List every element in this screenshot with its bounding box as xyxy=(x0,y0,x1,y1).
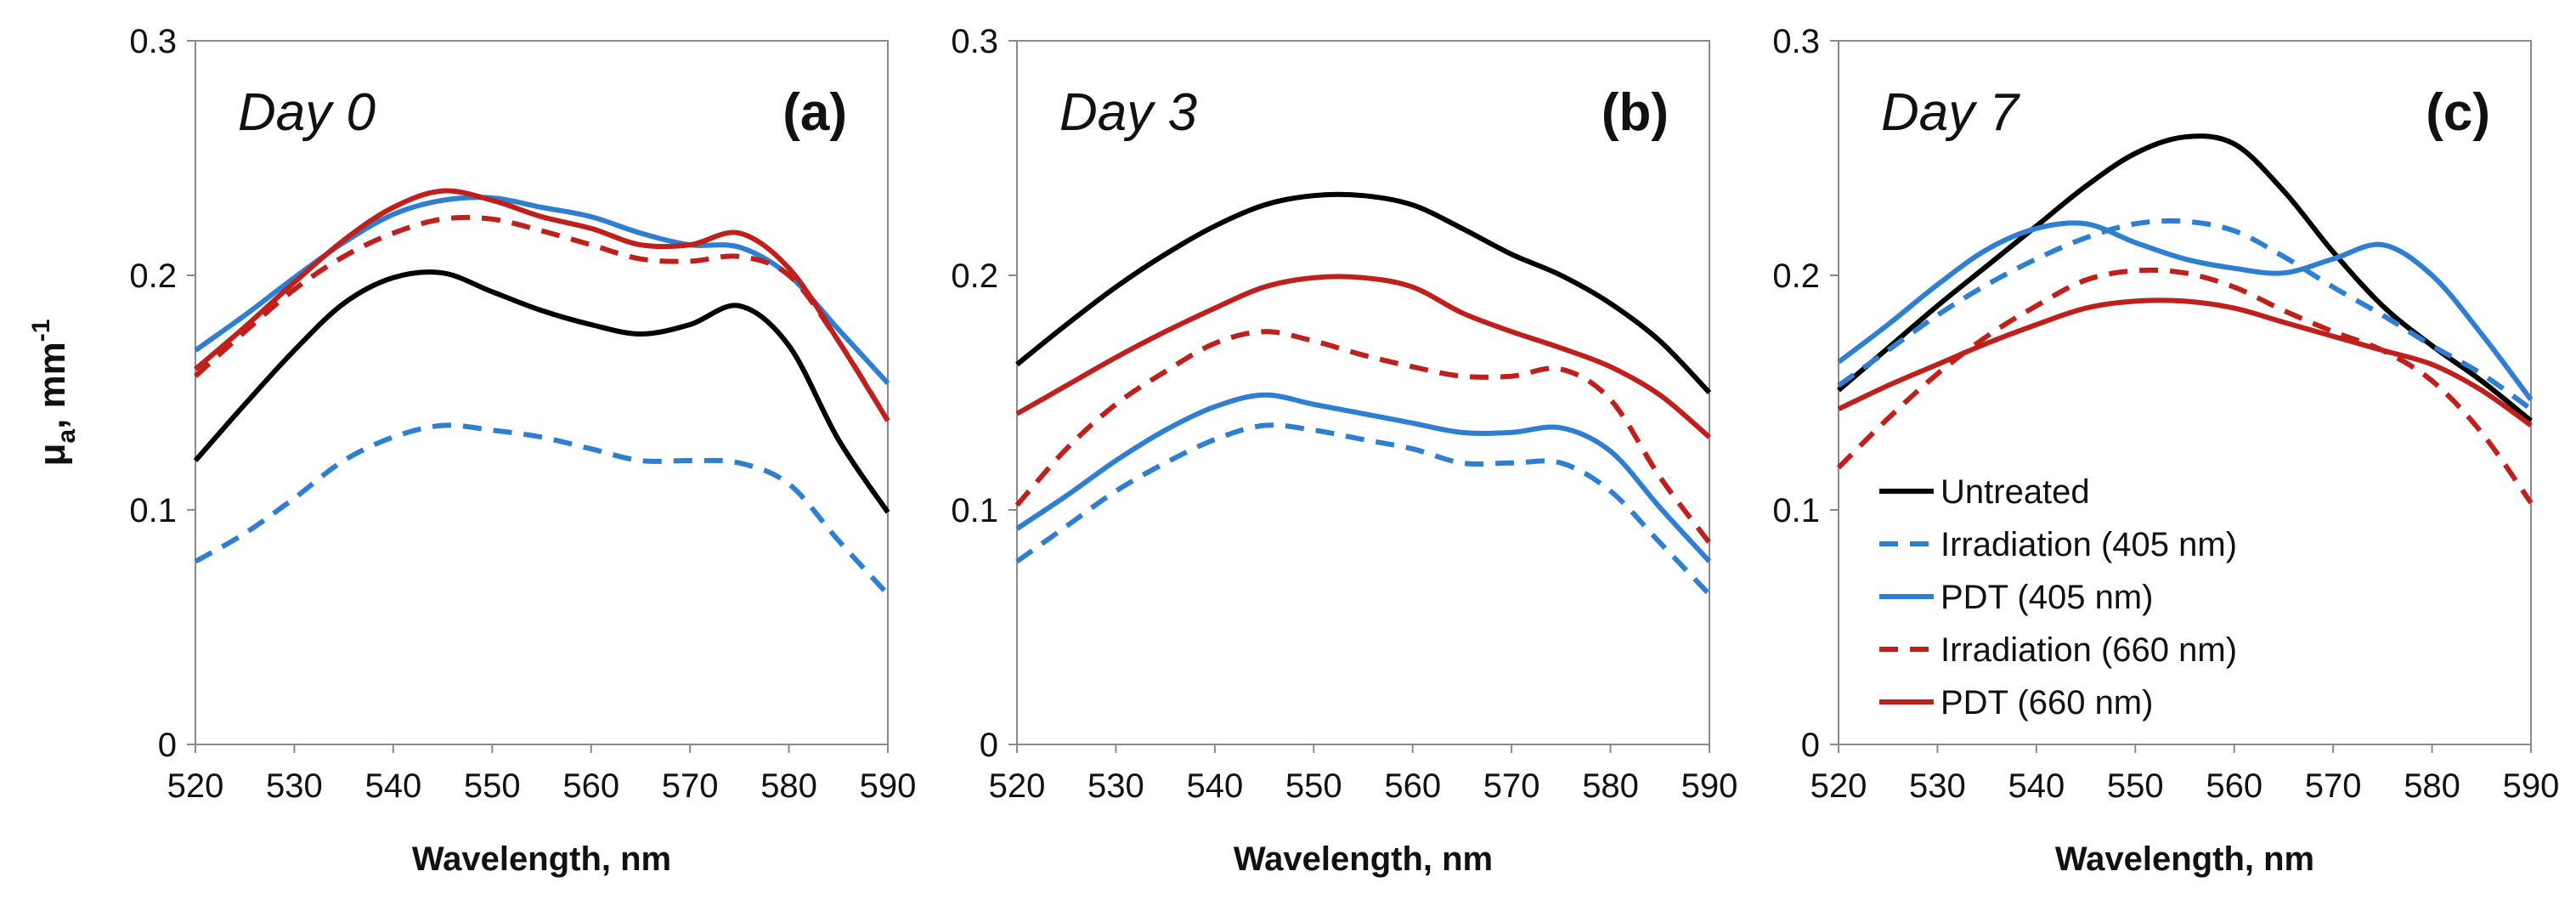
day-label: Day 7 xyxy=(1881,83,2020,142)
day-label: Day 3 xyxy=(1059,83,1197,142)
series-line-pdt-660-nm xyxy=(1837,297,2533,428)
series-line-pdt-405-nm xyxy=(1015,392,1712,563)
x-tick-label: 540 xyxy=(364,767,421,805)
x-tick-label: 530 xyxy=(1909,767,1966,805)
panel-2: 520 530 540 550 560 570 580 590 0 0.1 0.2 0.3 Wavele… xyxy=(951,23,1737,878)
series-line-irradiation-660-nm xyxy=(1014,329,1712,545)
x-tick-label: 570 xyxy=(2305,767,2362,805)
x-tick-label: 530 xyxy=(266,767,323,805)
series-line-pdt-405-nm xyxy=(194,195,890,386)
x-tick-label: 540 xyxy=(2008,767,2065,805)
series-line-irradiation-405-nm xyxy=(194,422,890,597)
panels: 520 530 540 550 560 570 580 590 0 0.1 0.2 0.3 Wavele… xyxy=(129,23,2559,878)
x-axis-label: Wavelength, nm xyxy=(1234,840,1493,878)
legend-label: Irradiation (405 nm) xyxy=(1940,526,2237,563)
series-line-irradiation-660-nm xyxy=(193,214,890,422)
series-line-irradiation-405-nm xyxy=(1837,218,2533,411)
series-line-pdt-660-nm xyxy=(194,188,890,422)
legend-item: Untreated xyxy=(1879,473,2090,511)
y-tick-label: 0.1 xyxy=(129,492,177,529)
x-tick-label: 540 xyxy=(1186,767,1243,805)
panel-tag: (a) xyxy=(782,83,847,142)
panel-tag: (c) xyxy=(2426,83,2490,142)
plot-frame xyxy=(1016,40,1710,745)
x-axis-label: Wavelength, nm xyxy=(2055,840,2314,878)
series-line-irradiation-405-nm xyxy=(1015,422,1712,597)
x-tick-label: 570 xyxy=(662,767,719,805)
legend-label: Irradiation (660 nm) xyxy=(1940,631,2237,669)
x-tick-label: 590 xyxy=(2503,767,2560,805)
y-axis-title: μa, mm-1 xyxy=(27,320,81,467)
x-tick-label: 580 xyxy=(760,767,817,805)
legend: Untreated Irradiation (405 nm) PDT (405 nm… xyxy=(1879,473,2237,721)
plot-frame xyxy=(1838,40,2532,745)
x-tick-label: 520 xyxy=(1811,767,1867,805)
y-tick-label: 0.1 xyxy=(1772,492,1820,529)
panel-3: 520 530 540 550 560 570 580 590 0 0.1 0.2 0.3 Wavele… xyxy=(1772,23,2559,878)
plot-frame xyxy=(195,40,889,745)
legend-item: Irradiation (660 nm) xyxy=(1879,631,2237,669)
legend-item: PDT (405 nm) xyxy=(1879,579,2153,616)
legend-item: Irradiation (405 nm) xyxy=(1879,526,2237,563)
x-tick-label: 590 xyxy=(1681,767,1738,805)
series-line-untreated xyxy=(193,269,890,514)
y-tick-label: 0.1 xyxy=(951,492,998,529)
panel-tag: (b) xyxy=(1602,83,1669,142)
x-tick-label: 570 xyxy=(1483,767,1540,805)
x-tick-label: 520 xyxy=(167,767,224,805)
y-tick-label: 0.2 xyxy=(951,257,998,295)
y-tick-label: 0 xyxy=(158,727,177,764)
x-tick-label: 590 xyxy=(860,767,917,805)
x-tick-label: 580 xyxy=(2404,767,2460,805)
y-tick-label: 0.3 xyxy=(129,23,177,60)
x-tick-label: 520 xyxy=(989,767,1046,805)
y-tick-label: 0 xyxy=(980,727,998,764)
x-tick-label: 550 xyxy=(2107,767,2164,805)
y-tick-label: 0.3 xyxy=(1772,23,1820,60)
series-line-pdt-405-nm xyxy=(1837,220,2534,402)
y-tick-label: 0.2 xyxy=(129,257,177,295)
y-axis-label: μa, mm-1 xyxy=(27,320,81,467)
y-tick-label: 0.3 xyxy=(951,23,998,60)
x-tick-label: 560 xyxy=(562,767,619,805)
x-tick-label: 580 xyxy=(1582,767,1639,805)
y-axis-unit: , mm xyxy=(31,342,73,429)
x-tick-label: 560 xyxy=(2206,767,2262,805)
x-tick-label: 530 xyxy=(1087,767,1144,805)
series-line-pdt-660-nm xyxy=(1015,274,1711,439)
panel-1: 520 530 540 550 560 570 580 590 0 0.1 0.2 0.3 Wavele… xyxy=(129,23,916,878)
x-tick-label: 560 xyxy=(1384,767,1441,805)
x-tick-label: 550 xyxy=(464,767,521,805)
day-label: Day 0 xyxy=(238,83,376,142)
legend-item: PDT (660 nm) xyxy=(1879,684,2153,721)
series-line-untreated xyxy=(1015,191,1712,395)
y-axis-subscript: a xyxy=(53,429,81,444)
x-axis-label: Wavelength, nm xyxy=(412,840,671,878)
y-axis-symbol: μ xyxy=(31,444,73,467)
legend-label: PDT (660 nm) xyxy=(1940,684,2153,721)
y-tick-label: 0.2 xyxy=(1772,257,1820,295)
series-line-irradiation-660-nm xyxy=(1836,267,2534,505)
y-axis-superscript: -1 xyxy=(27,320,55,342)
legend-label: PDT (405 nm) xyxy=(1940,579,2153,616)
x-tick-label: 550 xyxy=(1285,767,1342,805)
y-tick-label: 0 xyxy=(1801,727,1820,764)
legend-label: Untreated xyxy=(1940,473,2090,511)
